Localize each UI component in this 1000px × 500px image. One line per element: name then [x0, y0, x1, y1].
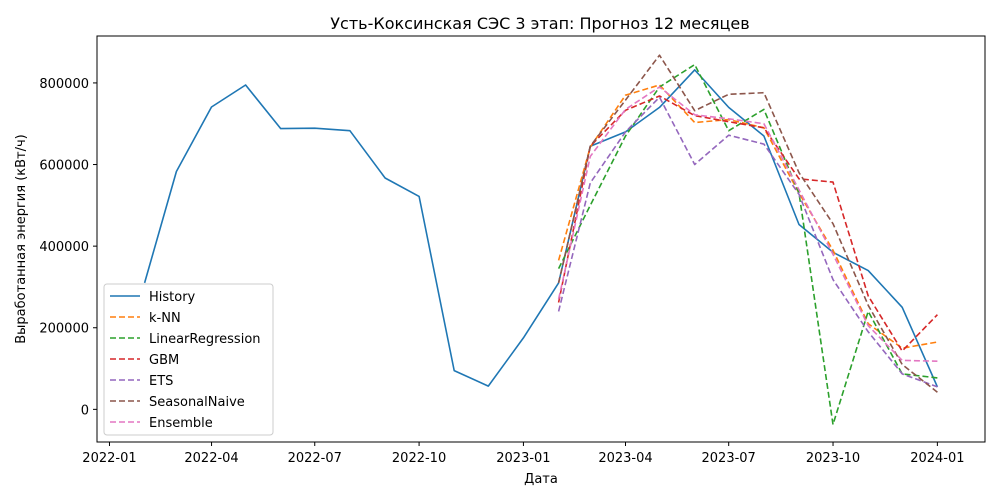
x-tick-label: 2022-04: [184, 451, 238, 466]
series-line-seasonalnaive: [557, 54, 938, 393]
x-tick-label: 2022-10: [392, 451, 446, 466]
y-tick-label: 200000: [39, 322, 89, 337]
chart-title: Усть-Коксинская СЭС 3 этап: Прогноз 12 м…: [330, 14, 749, 33]
series-line-ets: [557, 96, 938, 388]
y-axis: 0 200000 400000 600000 800000: [39, 77, 97, 418]
x-tick-label: 2022-01: [82, 451, 136, 466]
legend-label: ETS: [149, 374, 173, 389]
series-line-ensemble: [557, 86, 938, 362]
x-tick-label: 2023-04: [598, 451, 652, 466]
x-tick-label: 2023-07: [702, 451, 756, 466]
series-line-k-nn: [557, 84, 938, 350]
legend-label: SeasonalNaive: [149, 395, 245, 410]
x-axis-title: Дата: [524, 472, 558, 487]
legend-label: GBM: [149, 353, 179, 368]
x-axis: 2022-01 2022-04 2022-07 2022-10 2023-01 2023-…: [82, 442, 965, 466]
y-tick-label: 0: [81, 403, 89, 418]
legend-label: k-NN: [149, 311, 181, 326]
series-line-gbm: [557, 95, 938, 352]
x-tick-label: 2023-01: [496, 451, 550, 466]
x-tick-label: 2023-10: [806, 451, 860, 466]
series-line-linearregression: [557, 63, 938, 426]
y-tick-label: 800000: [39, 77, 89, 92]
legend-label: History: [149, 290, 196, 305]
series-line-history: [143, 69, 939, 388]
legend-label: Ensemble: [149, 416, 213, 431]
x-tick-label: 2024-01: [910, 451, 964, 466]
legend: History k-NN LinearRegression GBM ETS Seasona…: [103, 283, 274, 436]
y-axis-title: Выработанная энергия (кВт/ч): [14, 134, 29, 344]
x-tick-label: 2022-07: [288, 451, 342, 466]
legend-label: LinearRegression: [149, 332, 261, 347]
y-tick-label: 600000: [39, 159, 89, 174]
plot-frame: [96, 35, 986, 443]
y-tick-label: 400000: [39, 240, 89, 255]
plot-lines: [143, 54, 939, 426]
legend-box: [103, 283, 274, 436]
